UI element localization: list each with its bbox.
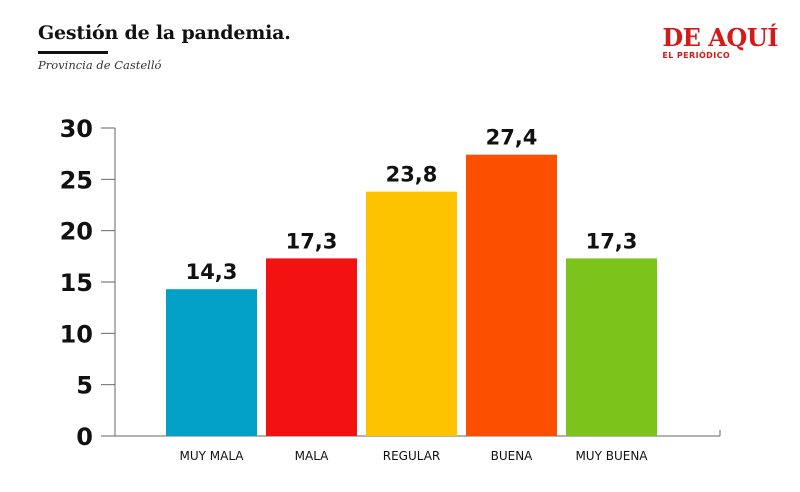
data-label: 14,3 — [186, 260, 238, 284]
data-label: 17,3 — [586, 229, 638, 253]
title-underline — [38, 51, 108, 54]
logo-name: DE AQUÍ — [662, 23, 778, 52]
y-tick-label: 30 — [60, 115, 93, 143]
y-tick-label: 20 — [60, 218, 93, 246]
x-tick-label: MUY MALA — [179, 449, 244, 463]
chart-title: Gestión de la pandemia. — [38, 22, 291, 44]
y-tick-label: 25 — [60, 166, 93, 194]
bar — [166, 289, 257, 436]
bar — [366, 191, 457, 436]
x-tick-label: BUENA — [491, 449, 534, 463]
data-label: 27,4 — [486, 126, 538, 150]
y-tick-label: 15 — [60, 269, 93, 297]
x-tick-label: MUY BUENA — [575, 449, 648, 463]
x-tick-label: REGULAR — [383, 449, 441, 463]
bar — [566, 258, 657, 436]
y-tick-label: 5 — [76, 372, 93, 400]
publisher-logo: DE AQUÍ EL PERIÓDICO — [662, 23, 778, 61]
y-tick-label: 10 — [60, 320, 93, 348]
logo-subtitle: EL PERIÓDICO — [662, 51, 731, 60]
data-label: 23,8 — [386, 163, 438, 187]
x-tick-label: MALA — [295, 449, 330, 463]
chart-subtitle: Provincia de Castelló — [38, 58, 162, 72]
y-tick-label: 0 — [76, 423, 93, 451]
bar — [266, 258, 357, 436]
data-label: 17,3 — [286, 229, 338, 253]
bar — [466, 154, 557, 436]
